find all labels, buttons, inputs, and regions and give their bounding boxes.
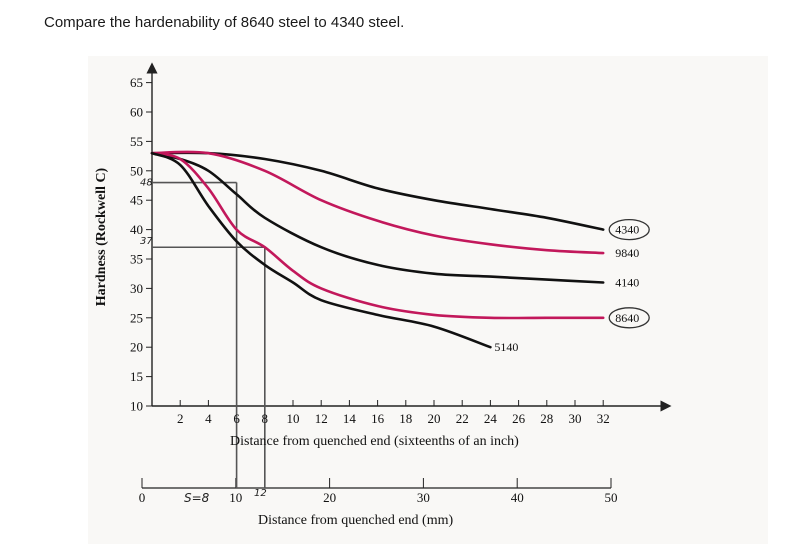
y-tick-label: 50 <box>130 163 143 178</box>
y-tick-label: 60 <box>130 105 143 120</box>
series-label-circle <box>608 218 650 241</box>
jominy-chart: 4340 9840 4140 8640 5140 10 15 20 25 30 35 40 45 50 5… <box>88 56 768 544</box>
x-tick-label: 4 <box>205 411 212 426</box>
series-label-9840: 9840 <box>615 246 639 260</box>
series-label-4340: 4340 <box>615 223 639 237</box>
y-tick-label: 10 <box>130 399 143 414</box>
x-tick-label: 20 <box>428 411 441 426</box>
y-tick-label: 45 <box>130 193 143 208</box>
y-tick-label: 40 <box>130 222 143 237</box>
series-label-4140: 4140 <box>615 276 639 290</box>
annotation-s8: S=8 <box>184 491 210 505</box>
mm-axis-title: Distance from quenched end (mm) <box>258 513 453 528</box>
annotation-48: 48 <box>140 178 153 189</box>
series-labels: 4340 9840 4140 8640 5140 <box>494 218 650 354</box>
axes <box>141 62 672 489</box>
mm-tick-label: 50 <box>605 490 618 505</box>
mm-tick-label: 40 <box>511 490 524 505</box>
mm-tick-label: 20 <box>323 490 336 505</box>
mm-tick-label: 0 <box>139 490 146 505</box>
series-label-circle <box>608 307 650 329</box>
x-tick-label: 24 <box>484 411 498 426</box>
series-line-4340 <box>150 151 605 231</box>
annotation-37: 37 <box>140 236 153 247</box>
x-tick-label: 32 <box>597 411 610 426</box>
mm-tick-label: 30 <box>417 490 430 505</box>
annotation-12mm: 12 <box>254 488 267 499</box>
x-tick-label: 12 <box>315 411 328 426</box>
mm-tick-label: 10 <box>229 490 242 505</box>
x-tick-label: 2 <box>177 411 184 426</box>
y-tick-label: 35 <box>130 252 143 267</box>
y-tick-label: 20 <box>130 340 143 355</box>
x-tick-label: 18 <box>399 411 412 426</box>
y-tick-label: 55 <box>130 134 143 149</box>
x-tick-label: 22 <box>456 411 469 426</box>
x-tick-label: 28 <box>540 411 553 426</box>
series-line-5140 <box>150 151 492 349</box>
series-layer <box>150 150 605 349</box>
x-tick-label: 16 <box>371 411 385 426</box>
y-axis-title: Hardness (Rockwell C) <box>94 167 109 306</box>
x-tick-label: 10 <box>287 411 300 426</box>
series-line-8640 <box>150 151 605 320</box>
x-axis-title: Distance from quenched end (sixteenths o… <box>230 434 519 449</box>
x-tick-label: 26 <box>512 411 526 426</box>
series-label-5140: 5140 <box>494 340 518 354</box>
x-tick-label: 14 <box>343 411 357 426</box>
y-tick-label: 65 <box>130 75 143 90</box>
x-tick-label: 8 <box>262 411 269 426</box>
question-text: Compare the hardenability of 8640 steel … <box>44 14 405 31</box>
series-line-9840 <box>150 150 605 255</box>
series-label-8640: 8640 <box>615 311 639 325</box>
y-tick-label: 25 <box>130 310 143 325</box>
x-tick-label: 30 <box>569 411 582 426</box>
series-line-4140 <box>150 151 605 284</box>
x-tick-label: 6 <box>233 411 240 426</box>
y-tick-label: 30 <box>130 281 143 296</box>
y-tick-label: 15 <box>130 369 143 384</box>
